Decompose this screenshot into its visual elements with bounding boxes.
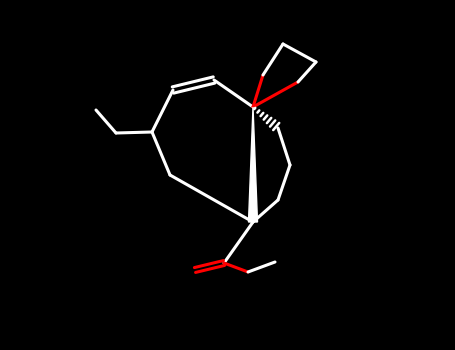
Polygon shape: [248, 107, 258, 222]
